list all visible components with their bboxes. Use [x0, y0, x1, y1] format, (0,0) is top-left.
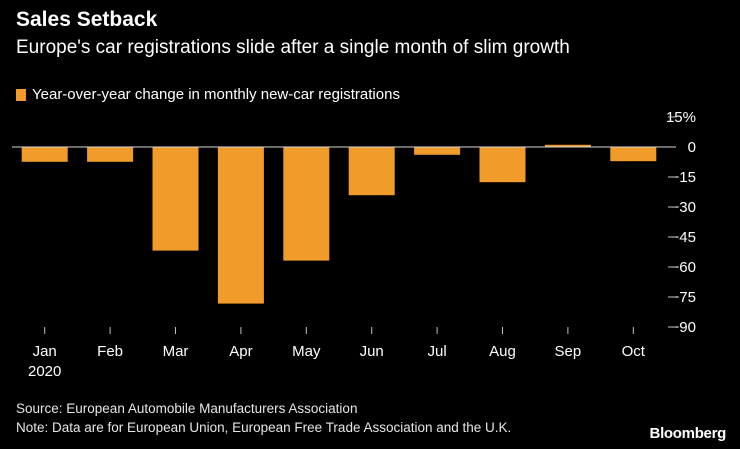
- y-tick-label: −15: [671, 169, 696, 186]
- x-tick-label: Oct: [622, 343, 646, 360]
- chart-title: Sales Setback: [16, 8, 158, 31]
- source-note: Source: European Automobile Manufacturer…: [16, 401, 358, 416]
- x-tick-label: Jul: [428, 343, 447, 360]
- x-tick-label: Feb: [97, 343, 123, 360]
- x-tick-label: May: [292, 343, 321, 360]
- x-year-label: 2020: [28, 363, 61, 380]
- x-tick-label: Apr: [229, 343, 252, 360]
- y-tick-label: 0: [688, 139, 696, 156]
- bar-aug: [479, 147, 526, 183]
- y-tick-label: −30: [671, 199, 696, 216]
- bar-jun: [348, 147, 395, 196]
- y-tick-label: −90: [671, 319, 696, 336]
- x-tick-label: Aug: [489, 343, 516, 360]
- x-tick-label: Sep: [555, 343, 582, 360]
- bar-feb: [87, 147, 134, 162]
- chart-subtitle: Europe's car registrations slide after a…: [16, 37, 570, 58]
- bar-jan: [21, 147, 68, 162]
- legend-swatch: [16, 88, 26, 101]
- bar-oct: [610, 147, 657, 162]
- x-tick-label: Jun: [360, 343, 384, 360]
- bar-apr: [217, 147, 264, 304]
- x-tick-label: Mar: [163, 343, 189, 360]
- legend-label: Year-over-year change in monthly new-car…: [32, 86, 400, 103]
- y-tick-label: −75: [671, 289, 696, 306]
- bar-may: [283, 147, 330, 261]
- y-tick-label: 15%: [666, 109, 696, 126]
- y-tick-label: −45: [671, 229, 696, 246]
- legend: Year-over-year change in monthly new-car…: [16, 86, 400, 103]
- bar-jul: [414, 147, 461, 155]
- x-tick-label: Jan: [33, 343, 57, 360]
- bar-mar: [152, 147, 199, 251]
- data-note: Note: Data are for European Union, Europ…: [16, 420, 512, 435]
- bar-sep: [544, 144, 591, 147]
- y-tick-label: −60: [671, 259, 696, 276]
- bloomberg-logo: Bloomberg: [649, 425, 727, 442]
